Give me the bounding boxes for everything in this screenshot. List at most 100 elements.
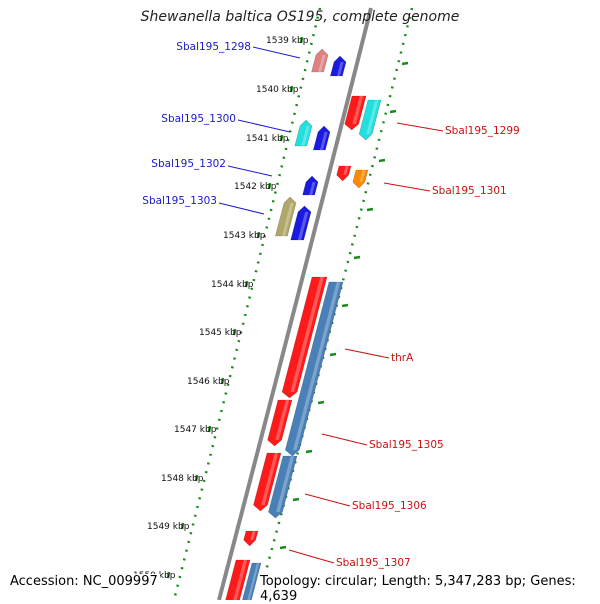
- gene-sbal195-1301-b-shade: [359, 170, 366, 182]
- kbp-tick: [194, 474, 199, 482]
- gene-sbal195-1303-a-shade: [282, 203, 294, 236]
- gene-sbal195-1301-a: [336, 165, 352, 182]
- gene-sbal195-1299-a: [344, 95, 367, 131]
- gene-label-left: Sbal195_1298: [176, 41, 251, 53]
- gene-label-left: Sbal195_1300: [161, 113, 236, 125]
- map-title: Shewanella baltica OS195, complete genom…: [140, 9, 460, 25]
- gene-sbal195-1306-a-shade: [261, 453, 279, 505]
- gene-sbal195-1299-a-shade: [352, 96, 364, 124]
- kbp-label: 1547 kbp: [174, 425, 217, 435]
- gene-features: [225, 48, 382, 600]
- gene-sbal195-1298-a-shade: [318, 55, 326, 72]
- minor-tick: [329, 352, 337, 357]
- gene-extra-red: [225, 559, 251, 600]
- leader-line-left: [252, 46, 301, 59]
- gene-sbal195-1307-a-shade: [250, 531, 256, 540]
- gene-sbal195-1306-b-shade: [276, 456, 295, 512]
- kbp-tick: [299, 36, 304, 44]
- gene-sbal195-1305-a-shade: [275, 400, 290, 440]
- accession-text: Accession: NC_009997: [8, 574, 160, 589]
- gene-label-right: Sbal195_1305: [369, 439, 444, 451]
- kbp-tick: [244, 280, 249, 288]
- kbp-tick: [220, 377, 225, 385]
- gene-thra-b: [284, 281, 344, 457]
- gene-label-right: Sbal195_1306: [352, 500, 427, 512]
- gene-extra-red-shade: [233, 560, 248, 600]
- genome-stats-text: Topology: circular; Length: 5,347,283 bp…: [258, 574, 600, 604]
- minor-tick: [341, 303, 349, 308]
- leader-line-right: [321, 433, 368, 446]
- gene-label-left: Sbal195_1303: [142, 195, 217, 207]
- gene-sbal195-1303-b: [290, 205, 312, 241]
- kbp-label: 1545 kbp: [199, 328, 242, 338]
- leader-line-right: [304, 493, 351, 507]
- tick-line-left: [172, 7, 322, 600]
- gene-thra-b-shade: [293, 282, 341, 450]
- minor-tick: [279, 545, 287, 550]
- gene-sbal195-1300-a-shade: [301, 126, 310, 146]
- gene-sbal195-1298-b: [329, 55, 347, 77]
- gene-label-left: Sbal195_1302: [151, 158, 226, 170]
- minor-tick: [378, 158, 386, 163]
- gene-sbal195-1307-a: [243, 530, 259, 547]
- kbp-tick: [267, 182, 272, 190]
- tick-marks: [166, 7, 414, 600]
- kbp-label: 1540 kbp: [256, 85, 299, 95]
- gene-label-right: thrA: [391, 352, 414, 364]
- minor-tick: [401, 61, 409, 66]
- leader-line-left: [227, 165, 273, 177]
- leader-line-left: [218, 202, 265, 215]
- kbp-label: 1542 kbp: [234, 182, 277, 192]
- kbp-tick: [207, 425, 212, 433]
- gene-thra-a: [281, 276, 328, 399]
- kbp-label: 1549 kbp: [147, 522, 190, 532]
- backbone-line: [217, 7, 373, 600]
- gene-sbal195-1300-b-shade: [319, 132, 328, 150]
- gene-sbal195-1301-b: [352, 169, 369, 189]
- gene-sbal195-1300-b: [312, 125, 331, 151]
- gene-extra-blue: [242, 562, 262, 600]
- gene-sbal195-1306-a: [253, 452, 282, 512]
- gene-label-right: Sbal195_1301: [432, 185, 507, 197]
- minor-tick: [366, 207, 374, 212]
- kbp-tick: [279, 134, 284, 142]
- kbp-tick: [180, 522, 185, 530]
- gene-sbal195-1299-b-shade: [366, 100, 379, 134]
- minor-tick: [305, 449, 313, 454]
- leader-line-right: [344, 348, 390, 359]
- gene-sbal195-1299-b: [358, 99, 382, 141]
- gene-sbal195-1302-shade: [309, 182, 316, 195]
- kbp-label: 1544 kbp: [211, 280, 254, 290]
- gene-label-right: Sbal195_1299: [445, 125, 520, 137]
- gene-label-right: Sbal195_1307: [336, 557, 411, 569]
- kbp-label: 1541 kbp: [246, 134, 289, 144]
- leader-line-right: [288, 549, 335, 564]
- gene-sbal195-1305-a: [267, 399, 293, 447]
- gene-sbal195-1303-a: [275, 196, 297, 237]
- backbone: [217, 7, 373, 600]
- gene-sbal195-1300-a: [294, 119, 313, 147]
- labels: 1539 kbp 1540 kbp 1541 kbp 1542 kbp 1543 kbp…: [133, 36, 520, 581]
- kbp-label: 1543 kbp: [223, 231, 266, 241]
- gene-thra-a-shade: [290, 277, 324, 392]
- gene-sbal195-1301-a-shade: [343, 166, 349, 175]
- leader-line-right: [396, 122, 444, 132]
- leader-line-right: [383, 182, 431, 192]
- kbp-tick: [166, 571, 171, 579]
- kbp-tick: [232, 328, 237, 336]
- minor-tick: [353, 255, 361, 260]
- kbp-tick: [256, 231, 261, 239]
- minor-tick: [317, 400, 325, 405]
- gene-sbal195-1302: [302, 175, 319, 196]
- minor-tick: [389, 109, 397, 114]
- kbp-label: 1548 kbp: [161, 474, 204, 484]
- gene-sbal195-1303-b-shade: [297, 212, 309, 240]
- gene-sbal195-1298-a: [311, 48, 329, 73]
- gene-extra-blue-shade: [247, 563, 260, 600]
- gene-sbal195-1306-b: [268, 455, 298, 519]
- kbp-label: 1539 kbp: [266, 36, 309, 46]
- minor-tick: [292, 497, 300, 502]
- kbp-label: 1546 kbp: [187, 377, 230, 387]
- gene-sbal195-1298-b-shade: [336, 62, 344, 76]
